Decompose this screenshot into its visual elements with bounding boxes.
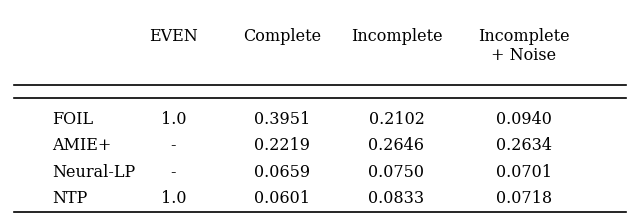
Text: 0.3951: 0.3951 [253, 111, 310, 128]
Text: Neural-LP: Neural-LP [52, 164, 136, 181]
Text: 0.2219: 0.2219 [254, 137, 310, 154]
Text: 0.0701: 0.0701 [496, 164, 552, 181]
Text: 0.2634: 0.2634 [496, 137, 552, 154]
Text: 0.2646: 0.2646 [369, 137, 424, 154]
Text: NTP: NTP [52, 190, 88, 207]
Text: EVEN: EVEN [149, 28, 198, 45]
Text: Incomplete: Incomplete [351, 28, 442, 45]
Text: Incomplete
+ Noise: Incomplete + Noise [478, 28, 570, 64]
Text: 0.0718: 0.0718 [496, 190, 552, 207]
Text: 0.0659: 0.0659 [253, 164, 310, 181]
Text: 0.0940: 0.0940 [496, 111, 552, 128]
Text: 1.0: 1.0 [161, 190, 186, 207]
Text: 0.0750: 0.0750 [369, 164, 424, 181]
Text: 0.2102: 0.2102 [369, 111, 424, 128]
Text: AMIE+: AMIE+ [52, 137, 112, 154]
Text: -: - [171, 137, 176, 154]
Text: 1.0: 1.0 [161, 111, 186, 128]
Text: 0.0601: 0.0601 [254, 190, 310, 207]
Text: 0.0833: 0.0833 [369, 190, 424, 207]
Text: Complete: Complete [243, 28, 321, 45]
Text: -: - [171, 164, 176, 181]
Text: FOIL: FOIL [52, 111, 93, 128]
